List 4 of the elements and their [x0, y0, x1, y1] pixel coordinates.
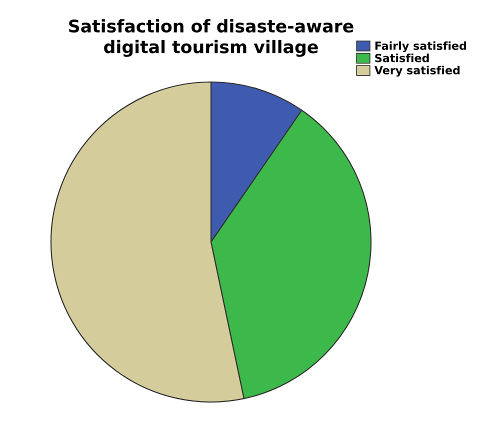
- legend-label: Very satisfied: [374, 66, 460, 77]
- legend-label: Fairly satisfied: [375, 41, 466, 52]
- chart-title: Satisfaction of disaste-aware digital tourism village: [69, 19, 354, 57]
- legend-label: Satisfied: [375, 54, 429, 62]
